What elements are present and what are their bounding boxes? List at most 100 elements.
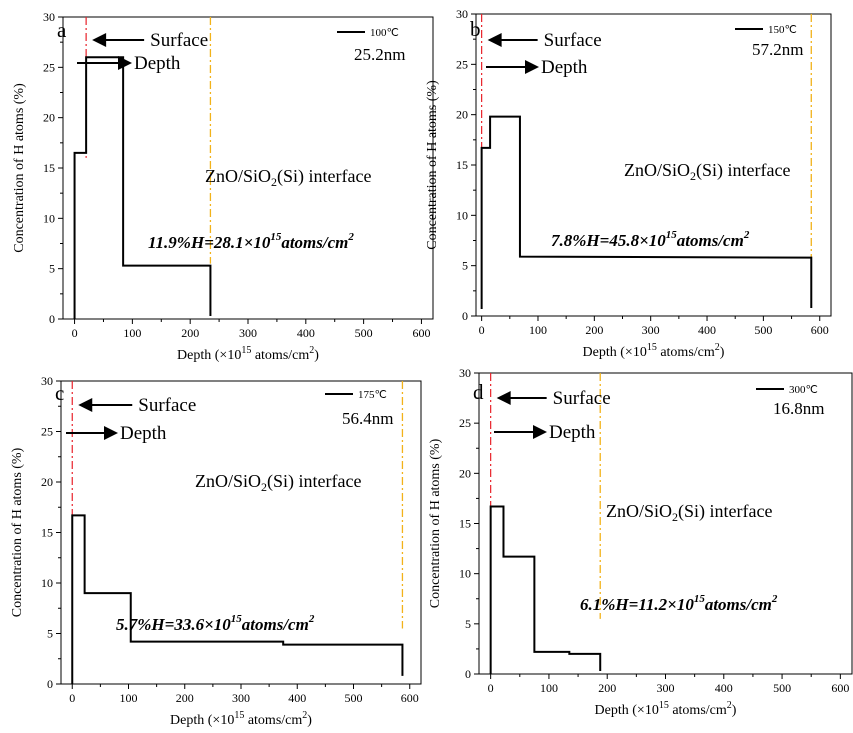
interface-label-sub: 2: [690, 169, 696, 183]
annotation-text: atoms/cm: [705, 595, 772, 614]
interface-label-text: (Si) interface: [678, 501, 772, 522]
hydrogen-annotation: 11.9%H=28.1×1015atoms/cm2: [148, 231, 354, 252]
legend-label: 150℃: [768, 24, 797, 36]
x-tick-label: 0: [72, 326, 78, 340]
x-tick-label: 100: [529, 323, 547, 337]
panel-a: 0 100 200 300 400 500 600 0 5 10 15 20 25 30 Depth (×1…: [12, 10, 434, 363]
surface-arrow-head: [496, 391, 511, 405]
annotation-sup: 15: [694, 593, 706, 605]
x-tick-label: 0: [479, 323, 485, 337]
x-axis-label-sup: 15: [241, 345, 251, 356]
y-tick-label: 0: [47, 677, 53, 691]
panel-c: 0 100 200 300 400 500 600 0 5 10 15 20 25 30 Depth (×1…: [10, 374, 422, 728]
annotation-sup: 15: [270, 231, 282, 243]
x-tick-label: 100: [123, 326, 141, 340]
annotation-sup: 15: [666, 229, 678, 241]
surface-label: Surface: [544, 30, 602, 51]
interface-label: ZnO/SiO2(Si) interface: [195, 471, 361, 494]
x-axis-label-text: atoms/cm: [669, 703, 727, 718]
annotation-text: atoms/cm: [677, 231, 744, 250]
y-tick-label: 10: [456, 208, 468, 222]
x-axis-label: Depth (×1015 atoms/cm2): [583, 342, 725, 360]
y-tick-label: 15: [41, 526, 53, 540]
y-tick-label: 20: [41, 475, 53, 489]
x-tick-label: 400: [698, 323, 716, 337]
x-axis-label: Depth (×1015 atoms/cm2): [177, 345, 319, 363]
thickness-label: 16.8nm: [773, 399, 824, 418]
hydrogen-annotation: 6.1%H=11.2×1015atoms/cm2: [580, 593, 778, 614]
y-tick-label: 15: [43, 161, 55, 175]
depth-arrow-head: [525, 60, 539, 74]
x-tick-label: 600: [831, 681, 849, 695]
y-tick-label: 25: [43, 60, 55, 74]
annotation-text: 6.1%H=11.2×10: [580, 595, 694, 614]
x-tick-label: 300: [657, 681, 675, 695]
interface-label-sub: 2: [672, 510, 678, 524]
y-axis-label: Concentration of H atoms (%): [428, 438, 443, 608]
x-axis-label-text: ): [720, 345, 725, 360]
surface-arrow-head: [78, 398, 93, 412]
y-tick-label: 30: [459, 366, 471, 380]
y-tick-label: 30: [43, 10, 55, 24]
y-tick-label: 15: [459, 517, 471, 531]
y-tick-label: 10: [43, 211, 55, 225]
y-tick-label: 25: [459, 416, 471, 430]
x-axis-label-sup: 2: [715, 342, 720, 353]
interface-label-text: ZnO/SiO: [205, 166, 271, 186]
y-tick-label: 10: [459, 567, 471, 581]
x-tick-label: 200: [176, 691, 194, 705]
x-tick-label: 200: [598, 681, 616, 695]
y-tick-label: 30: [41, 374, 53, 388]
thickness-label: 56.4nm: [342, 409, 393, 428]
interface-label-text: ZnO/SiO: [606, 501, 672, 521]
x-tick-label: 400: [288, 691, 306, 705]
x-axis-label-text: Depth (×10: [583, 345, 647, 360]
depth-label: Depth: [549, 422, 596, 443]
annotation-text: 11.9%H=28.1×10: [148, 233, 271, 252]
surface-label: Surface: [138, 395, 196, 416]
depth-arrow-head: [104, 426, 118, 440]
depth-label: Depth: [120, 423, 167, 444]
x-tick-label: 600: [811, 323, 829, 337]
surface-arrow-head: [487, 33, 502, 47]
x-tick-label: 500: [345, 691, 363, 705]
y-tick-label: 20: [43, 111, 55, 125]
x-tick-label: 600: [412, 326, 430, 340]
x-tick-label: 100: [540, 681, 558, 695]
x-axis-label-sup: 15: [234, 710, 244, 721]
interface-label-text: (Si) interface: [267, 471, 361, 492]
y-tick-label: 5: [465, 617, 471, 631]
annotation-text: atoms/cm: [242, 615, 309, 634]
y-tick-label: 5: [47, 627, 53, 641]
thickness-label: 25.2nm: [354, 45, 405, 64]
x-tick-label: 500: [355, 326, 373, 340]
x-axis-label-text: ): [307, 713, 312, 728]
y-axis-label: Concentration of H atoms (%): [12, 83, 27, 253]
y-tick-label: 20: [459, 466, 471, 480]
x-axis-label-text: atoms/cm: [657, 345, 715, 360]
y-tick-label: 5: [49, 262, 55, 276]
interface-label-sub: 2: [271, 175, 277, 189]
x-axis-label-sup: 15: [659, 700, 669, 711]
panel-letter: a: [57, 18, 67, 42]
interface-label: ZnO/SiO2(Si) interface: [606, 501, 772, 524]
x-tick-label: 200: [181, 326, 199, 340]
y-tick-label: 0: [462, 309, 468, 323]
depth-arrow-head: [118, 56, 132, 70]
surface-label: Surface: [150, 30, 208, 51]
surface-label: Surface: [553, 388, 611, 409]
x-tick-label: 500: [773, 681, 791, 695]
depth-arrow-head: [533, 425, 547, 439]
interface-label-sub: 2: [261, 480, 267, 494]
annotation-sup: 2: [347, 231, 354, 243]
annotation-sup: 15: [231, 613, 243, 625]
hydrogen-annotation: 5.7%H=33.6×1015atoms/cm2: [116, 613, 315, 634]
series-line: [489, 505, 602, 674]
y-tick-label: 0: [49, 312, 55, 326]
annotation-text: atoms/cm: [281, 233, 348, 252]
panel-letter: d: [473, 380, 484, 404]
x-tick-label: 400: [297, 326, 315, 340]
annotation-sup: 2: [771, 593, 778, 605]
series-line: [73, 56, 212, 319]
x-axis-label: Depth (×1015 atoms/cm2): [595, 700, 737, 718]
